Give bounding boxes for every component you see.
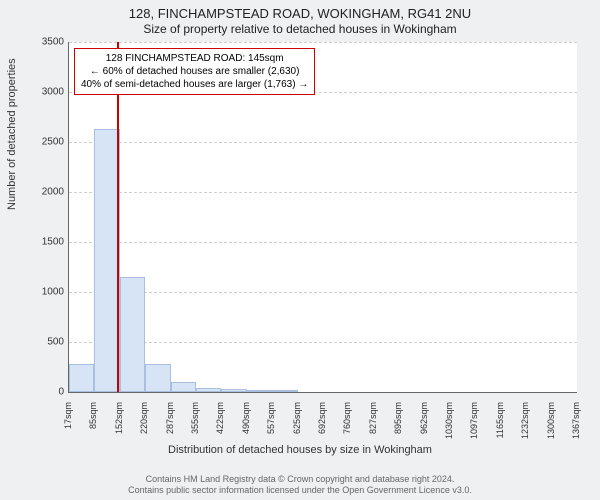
y-tick-label: 1000 <box>34 287 64 298</box>
gridline <box>69 42 577 43</box>
gridline <box>69 292 577 293</box>
x-tick-label: 625sqm <box>292 402 302 442</box>
x-tick-label: 490sqm <box>241 402 251 442</box>
x-tick-label: 1367sqm <box>571 402 581 442</box>
y-tick-label: 2500 <box>34 137 64 148</box>
callout-line-3: 40% of semi-detached houses are larger (… <box>81 78 308 91</box>
footer-line-2: Contains public sector information licen… <box>0 485 600 496</box>
x-tick-label: 827sqm <box>368 402 378 442</box>
x-tick-label: 557sqm <box>266 402 276 442</box>
histogram-bar <box>69 364 94 392</box>
x-tick-label: 1300sqm <box>546 402 556 442</box>
footer-text: Contains HM Land Registry data © Crown c… <box>0 474 600 497</box>
histogram-bar <box>94 129 119 392</box>
x-tick-label: 355sqm <box>190 402 200 442</box>
histogram-bar <box>120 277 145 392</box>
chart-frame: 128, FINCHAMPSTEAD ROAD, WOKINGHAM, RG41… <box>0 0 600 500</box>
x-tick-label: 895sqm <box>393 402 403 442</box>
x-tick-label: 962sqm <box>419 402 429 442</box>
callout-line-2: ← 60% of detached houses are smaller (2,… <box>81 65 308 78</box>
histogram-bar <box>145 364 170 392</box>
x-axis-label: Distribution of detached houses by size … <box>0 444 600 456</box>
x-tick-label: 152sqm <box>114 402 124 442</box>
x-tick-label: 1097sqm <box>469 402 479 442</box>
callout-line-1: 128 FINCHAMPSTEAD ROAD: 145sqm <box>81 52 308 65</box>
x-tick-label: 692sqm <box>317 402 327 442</box>
chart-subtitle: Size of property relative to detached ho… <box>0 22 600 36</box>
x-tick-label: 1030sqm <box>444 402 454 442</box>
x-tick-label: 85sqm <box>88 402 98 442</box>
x-tick-label: 287sqm <box>165 402 175 442</box>
y-tick-label: 3000 <box>34 87 64 98</box>
histogram-bar <box>221 389 246 392</box>
x-tick-label: 220sqm <box>139 402 149 442</box>
gridline <box>69 242 577 243</box>
y-tick-label: 0 <box>34 387 64 398</box>
histogram-bar <box>196 388 221 393</box>
x-tick-label: 1165sqm <box>495 402 505 442</box>
y-tick-label: 3500 <box>34 37 64 48</box>
histogram-bar <box>272 390 297 392</box>
gridline <box>69 142 577 143</box>
callout-box: 128 FINCHAMPSTEAD ROAD: 145sqm ← 60% of … <box>74 48 315 95</box>
x-tick-label: 760sqm <box>342 402 352 442</box>
footer-line-1: Contains HM Land Registry data © Crown c… <box>0 474 600 485</box>
y-tick-label: 1500 <box>34 237 64 248</box>
histogram-bar <box>247 390 272 392</box>
x-tick-label: 1232sqm <box>520 402 530 442</box>
y-tick-label: 2000 <box>34 187 64 198</box>
histogram-bar <box>171 382 196 392</box>
x-tick-label: 17sqm <box>63 402 73 442</box>
gridline <box>69 342 577 343</box>
gridline <box>69 192 577 193</box>
x-tick-label: 422sqm <box>215 402 225 442</box>
chart-title: 128, FINCHAMPSTEAD ROAD, WOKINGHAM, RG41… <box>0 6 600 21</box>
y-axis-label: Number of detached properties <box>6 58 18 210</box>
y-tick-label: 500 <box>34 337 64 348</box>
